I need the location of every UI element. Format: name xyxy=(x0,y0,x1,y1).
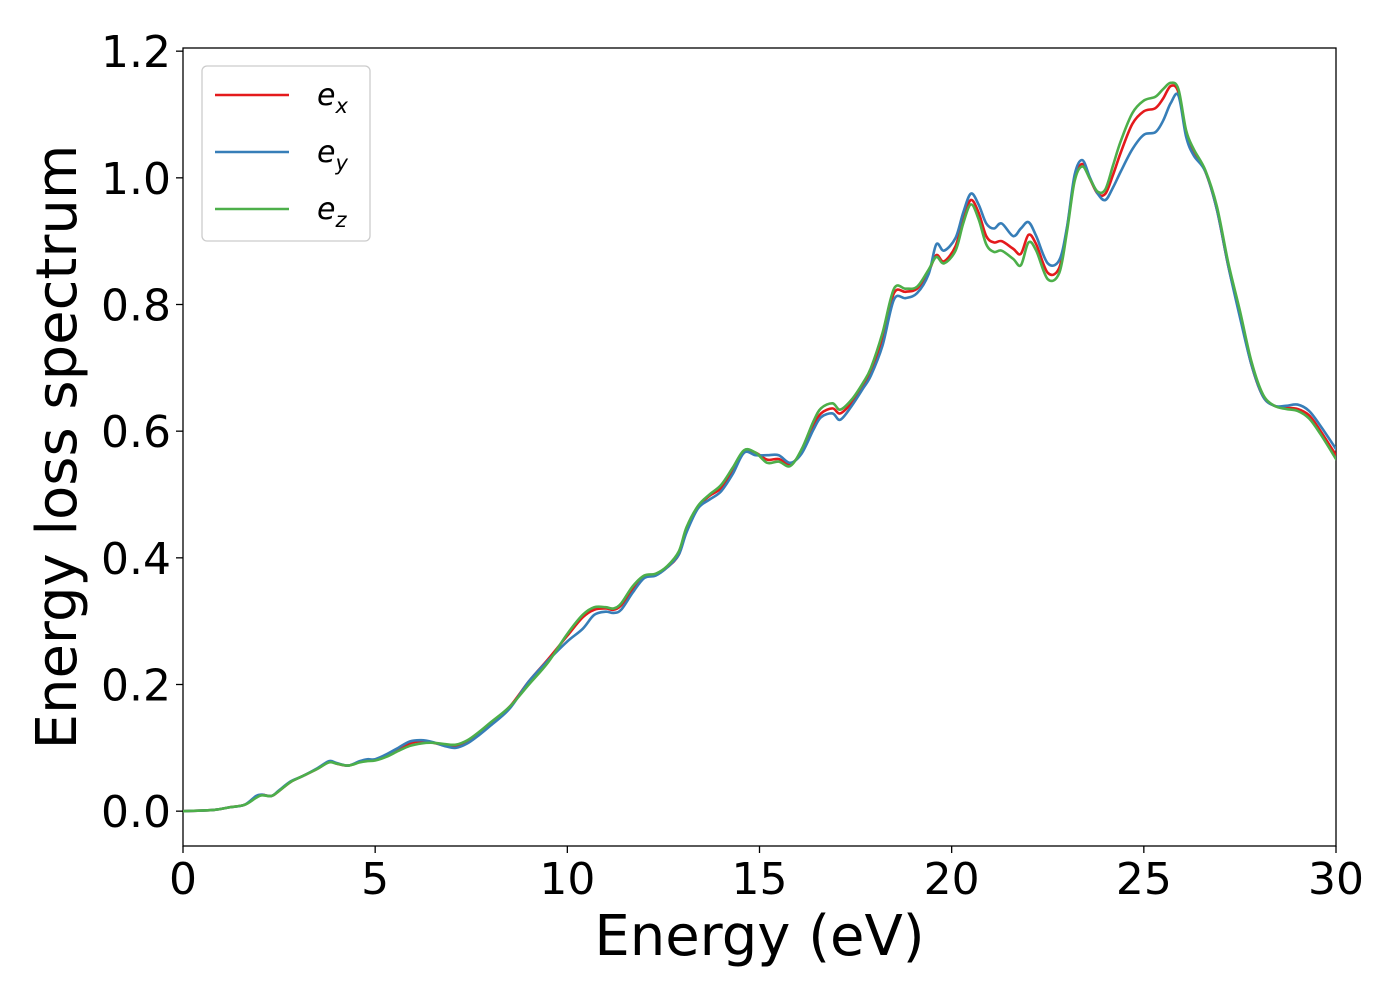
y-tick-label: 1.0 xyxy=(101,154,171,205)
x-tick-label: 30 xyxy=(1308,854,1364,905)
series-line-z xyxy=(183,81,1336,813)
y-axis-label: Energy loss spectrum xyxy=(25,145,90,750)
plot-area xyxy=(182,47,1337,847)
x-tick-label: 25 xyxy=(1116,854,1172,905)
legend-label-z: ez xyxy=(317,192,347,232)
y-tick-label: 1.2 xyxy=(101,27,171,78)
series-line-y xyxy=(183,92,1336,813)
y-tick-label: 0.4 xyxy=(101,534,171,585)
y-axis-ticks: 0.0 0.2 0.4 0.6 0.8 1.0 1.2 xyxy=(101,27,183,838)
x-tick-label: 15 xyxy=(732,854,788,905)
x-axis-ticks: 0 5 10 15 20 25 30 xyxy=(169,846,1364,905)
y-tick-label: 0.0 xyxy=(101,787,171,838)
legend-label-x: ex xyxy=(317,78,348,118)
series-lines xyxy=(183,81,1336,813)
x-tick-label: 20 xyxy=(924,854,980,905)
x-tick-label: 5 xyxy=(361,854,389,905)
legend: ex ey ez xyxy=(201,65,371,242)
legend-frame xyxy=(201,65,371,242)
legend-label-y: ey xyxy=(317,135,348,175)
x-axis-label: Energy (eV) xyxy=(594,904,924,969)
x-tick-label: 10 xyxy=(539,854,595,905)
y-tick-label: 0.8 xyxy=(101,281,171,332)
y-tick-label: 0.6 xyxy=(101,407,171,458)
x-tick-label: 0 xyxy=(169,854,197,905)
y-tick-label: 0.2 xyxy=(101,661,171,712)
